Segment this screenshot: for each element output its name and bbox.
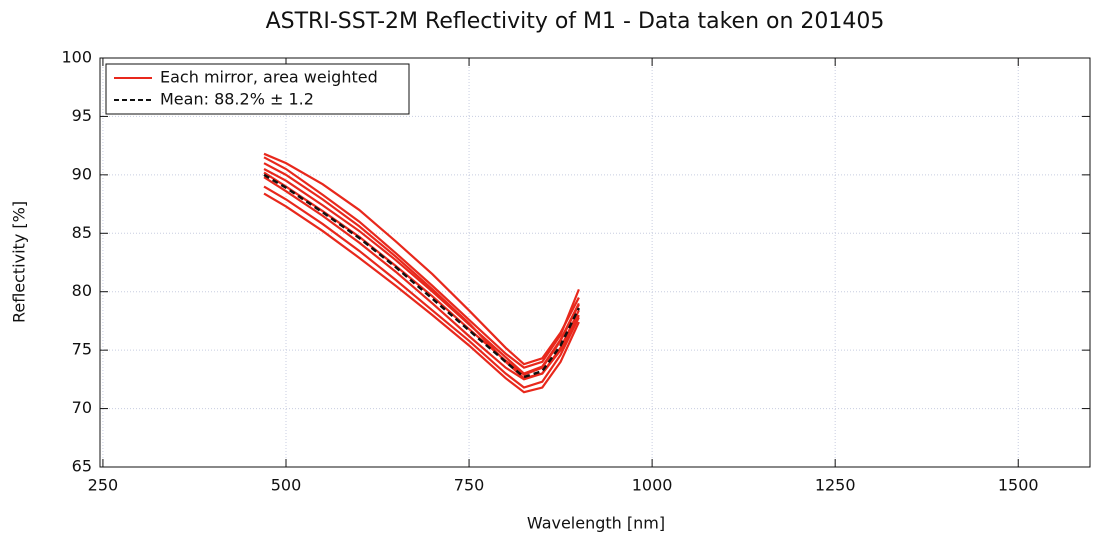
x-axis-label: Wavelength [nm]: [527, 514, 665, 533]
series-line: [263, 162, 580, 380]
x-tick-label: 1250: [815, 476, 856, 495]
y-tick-label: 90: [72, 164, 92, 183]
x-tick-label: 250: [88, 476, 119, 495]
x-tick-label: 1500: [998, 476, 1039, 495]
y-tick-label: 80: [72, 281, 92, 300]
y-tick-label: 75: [72, 340, 92, 359]
legend-box: [105, 63, 410, 115]
y-tick-label: 100: [61, 48, 92, 67]
plot-frame: [99, 57, 1091, 468]
y-tick-label: 95: [72, 106, 92, 125]
series-line: [263, 185, 580, 389]
x-tick-label: 750: [454, 476, 485, 495]
y-tick-label: 65: [72, 457, 92, 476]
y-tick-label: 70: [72, 398, 92, 417]
series-line: [263, 152, 580, 366]
series-line: [263, 171, 580, 376]
legend-label: Mean: 88.2% ± 1.2: [160, 90, 314, 109]
series-line: [263, 192, 580, 394]
series-line: [263, 168, 580, 375]
y-axis-label: Reflectivity [%]: [10, 201, 29, 323]
series-line: [263, 156, 580, 369]
chart-title: ASTRI-SST-2M Reflectivity of M1 - Data t…: [266, 9, 885, 34]
x-tick-label: 1000: [632, 476, 673, 495]
series-line: [263, 173, 581, 379]
legend-label: Each mirror, area weighted: [160, 68, 378, 87]
x-tick-label: 500: [271, 476, 302, 495]
y-tick-label: 85: [72, 223, 92, 242]
